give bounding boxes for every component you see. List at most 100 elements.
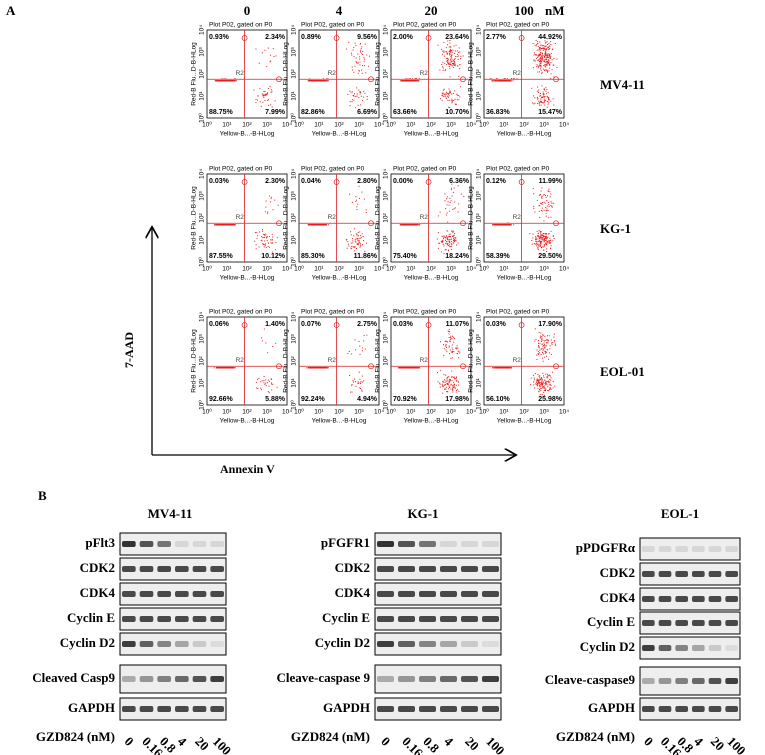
dot bbox=[538, 54, 540, 56]
dot bbox=[410, 80, 412, 82]
dot bbox=[538, 100, 540, 102]
dot bbox=[543, 102, 545, 104]
dot bbox=[541, 96, 543, 98]
dot bbox=[449, 99, 451, 101]
dot bbox=[450, 49, 452, 51]
dot bbox=[541, 55, 543, 57]
dot bbox=[549, 191, 551, 193]
dot bbox=[446, 243, 448, 245]
dot bbox=[228, 367, 230, 369]
dot bbox=[535, 241, 537, 243]
unit: nM bbox=[545, 3, 565, 18]
gate-handle bbox=[368, 76, 374, 83]
dot bbox=[450, 63, 452, 65]
dot bbox=[458, 75, 460, 77]
dot bbox=[257, 387, 259, 389]
dot bbox=[272, 251, 274, 253]
dot bbox=[271, 89, 273, 91]
tick-label: 10² bbox=[519, 122, 529, 129]
dot bbox=[442, 243, 444, 245]
pct: 5.88% bbox=[265, 396, 286, 403]
gate-label: R2 bbox=[328, 214, 337, 221]
dot bbox=[537, 235, 539, 237]
dot bbox=[454, 237, 456, 239]
dot bbox=[529, 233, 531, 235]
tick-label: 10⁰ bbox=[198, 113, 206, 123]
dot bbox=[272, 236, 274, 238]
dot bbox=[359, 93, 361, 95]
dot bbox=[535, 57, 537, 59]
dot bbox=[320, 80, 322, 82]
dot bbox=[538, 236, 540, 238]
dot bbox=[353, 47, 355, 49]
dot bbox=[451, 54, 453, 56]
dot bbox=[544, 45, 546, 47]
dot bbox=[412, 80, 414, 82]
dot bbox=[325, 80, 327, 82]
dot bbox=[449, 233, 451, 235]
dot bbox=[447, 221, 449, 223]
dot bbox=[503, 78, 505, 80]
dot bbox=[532, 102, 534, 104]
dot bbox=[550, 239, 552, 241]
tick-label: 10¹ bbox=[222, 409, 232, 416]
pct: 0.04% bbox=[301, 178, 322, 185]
dot bbox=[507, 80, 509, 82]
dot bbox=[548, 204, 550, 206]
dot bbox=[220, 367, 222, 369]
dot bbox=[220, 80, 222, 82]
dot bbox=[266, 66, 268, 68]
dot bbox=[545, 232, 547, 234]
dot bbox=[449, 54, 451, 56]
pct: 1.40% bbox=[265, 321, 286, 328]
dot bbox=[541, 101, 543, 103]
dot bbox=[401, 80, 403, 82]
dot bbox=[539, 205, 541, 207]
dot bbox=[448, 88, 450, 90]
pct: 29.50% bbox=[538, 253, 563, 260]
gate-handle bbox=[276, 76, 282, 83]
dot bbox=[540, 58, 542, 60]
dot bbox=[265, 385, 267, 387]
dot bbox=[540, 61, 542, 63]
dot bbox=[219, 224, 221, 226]
dot bbox=[404, 224, 406, 226]
dot bbox=[452, 92, 454, 94]
dot bbox=[350, 247, 352, 249]
dot bbox=[359, 231, 361, 233]
dot bbox=[540, 52, 542, 54]
dot bbox=[533, 207, 535, 209]
tick-label: 10³ bbox=[539, 122, 549, 129]
dot bbox=[447, 241, 449, 243]
dot bbox=[446, 241, 448, 243]
dot bbox=[355, 107, 357, 109]
dot bbox=[449, 50, 451, 52]
tick-label: 10¹ bbox=[314, 266, 324, 273]
dot bbox=[357, 244, 359, 246]
pct: 2.34% bbox=[265, 34, 286, 41]
dot bbox=[264, 240, 266, 242]
dot bbox=[310, 224, 312, 226]
dot bbox=[533, 52, 535, 54]
dot bbox=[540, 45, 542, 47]
dot bbox=[326, 78, 328, 80]
dot bbox=[443, 245, 445, 247]
dot bbox=[349, 193, 351, 195]
dot bbox=[540, 231, 542, 233]
dot bbox=[545, 243, 547, 245]
dot bbox=[499, 80, 501, 82]
dot bbox=[265, 233, 267, 235]
dot bbox=[508, 224, 510, 226]
dot bbox=[255, 48, 257, 50]
dot bbox=[550, 77, 552, 79]
dot bbox=[265, 206, 267, 208]
dot bbox=[437, 215, 439, 217]
dot bbox=[357, 61, 359, 63]
dot bbox=[547, 241, 549, 243]
dot bbox=[454, 50, 456, 52]
dot bbox=[265, 382, 267, 384]
dot bbox=[361, 72, 363, 74]
dot bbox=[260, 381, 262, 383]
dot bbox=[449, 63, 451, 65]
dot bbox=[509, 224, 511, 226]
